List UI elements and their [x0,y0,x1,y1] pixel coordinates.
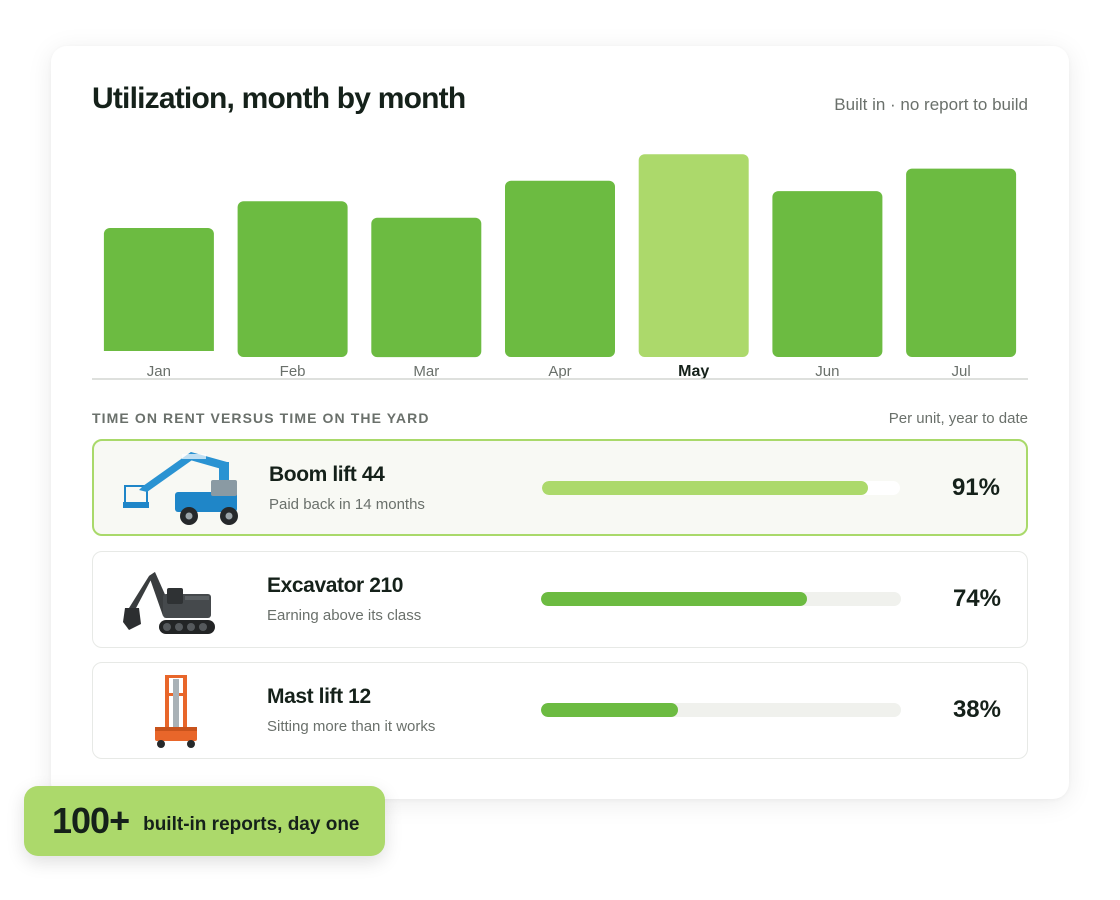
utilization-track [541,592,901,606]
unit-row-mast-lift[interactable]: Mast lift 12 Sitting more than it works … [92,662,1028,759]
bar-mar [371,217,482,358]
utilization-percent: 91% [951,474,1000,501]
unit-row-boom-lift[interactable]: Boom lift 44 Paid back in 14 months 91% [92,439,1028,536]
utilization-percent: 38% [952,696,1001,723]
tick-label-feb: Feb [280,363,306,380]
bar-feb [237,201,348,357]
unit-name: Boom lift 44 [269,463,385,486]
reports-badge: 100+ built-in reports, day one [24,786,385,856]
utilization-fill [542,481,868,495]
bar-chart-svg: Jan Feb Mar Apr May Jun Jul [92,154,1028,380]
utilization-track [541,703,901,717]
mast-lift-icon [155,675,197,748]
badge-number: 100+ [52,800,130,841]
section-note: Per unit, year to date [888,410,1028,427]
utilization-bar-chart: Jan Feb Mar Apr May Jun Jul [92,140,1028,390]
boom-lift-icon [123,452,238,525]
utilization-fill [541,592,808,606]
unit-note: Paid back in 14 months [269,496,425,513]
tick-label-jul: Jul [952,363,971,380]
unit-name: Mast lift 12 [267,685,371,708]
utilization-fill [541,703,678,717]
bar-apr [505,180,615,357]
bar-jul [906,168,1017,357]
tick-label-mar: Mar [413,363,439,380]
unit-note: Sitting more than it works [267,718,436,735]
utilization-track [542,481,900,495]
bar-may [638,154,749,357]
bar-jan [103,228,214,357]
section-label: TIME ON RENT VERSUS TIME ON THE YARD [92,410,430,426]
unit-name: Excavator 210 [267,574,404,597]
badge-text: built-in reports, day one [143,814,360,835]
bar-jun [772,191,883,357]
tick-label-jan: Jan [147,363,171,380]
unit-note: Earning above its class [267,607,422,624]
utilization-percent: 74% [952,585,1001,612]
unit-row-excavator[interactable]: Excavator 210 Earning above its class 74… [92,551,1028,648]
tick-label-jun: Jun [815,363,839,380]
panel-subtitle: Built in · no report to build [834,95,1028,114]
panel-title: Utilization, month by month [92,82,466,115]
tick-label-apr: Apr [548,363,571,380]
tick-label-may: May [678,363,709,380]
excavator-icon [123,572,215,634]
